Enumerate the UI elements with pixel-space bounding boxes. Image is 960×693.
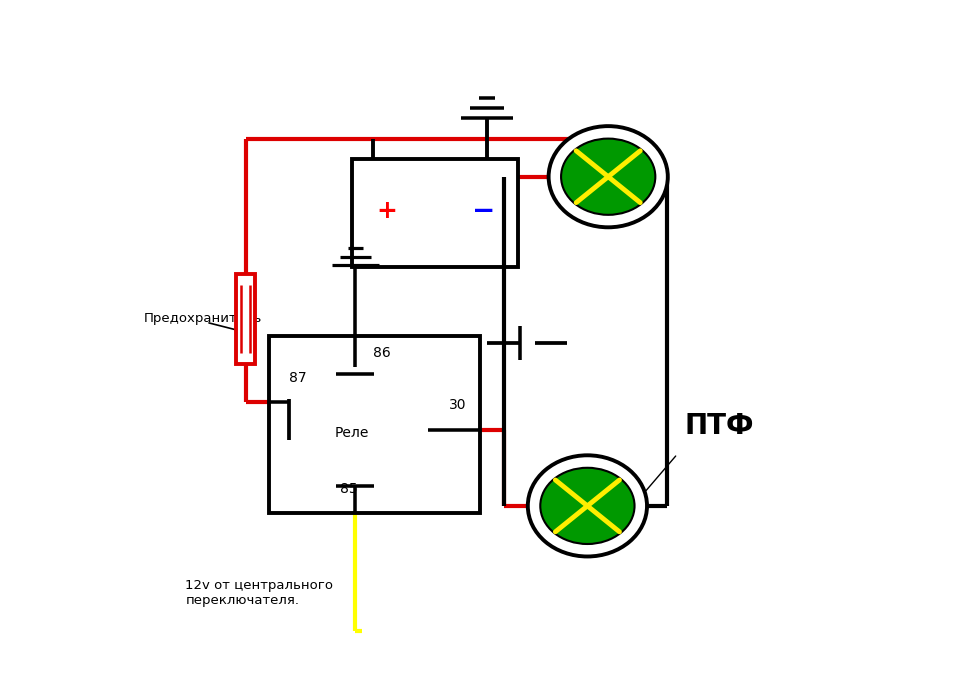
Text: 85: 85 (340, 482, 357, 495)
Bar (351, 159, 518, 267)
Text: ПТФ: ПТФ (684, 412, 754, 440)
Text: 86: 86 (372, 346, 391, 360)
Ellipse shape (561, 139, 656, 215)
Ellipse shape (528, 455, 647, 556)
Text: Реле: Реле (335, 426, 369, 440)
Text: Предохранитель: Предохранитель (144, 313, 262, 325)
Ellipse shape (548, 126, 668, 227)
Text: 30: 30 (449, 398, 467, 412)
Text: 87: 87 (289, 371, 307, 385)
Ellipse shape (540, 468, 635, 544)
Bar (269, 336, 480, 513)
Text: +: + (376, 200, 396, 223)
Text: 12v от центрального
переключателя.: 12v от центрального переключателя. (185, 579, 333, 606)
Bar (236, 274, 255, 364)
Text: −: − (471, 198, 495, 225)
